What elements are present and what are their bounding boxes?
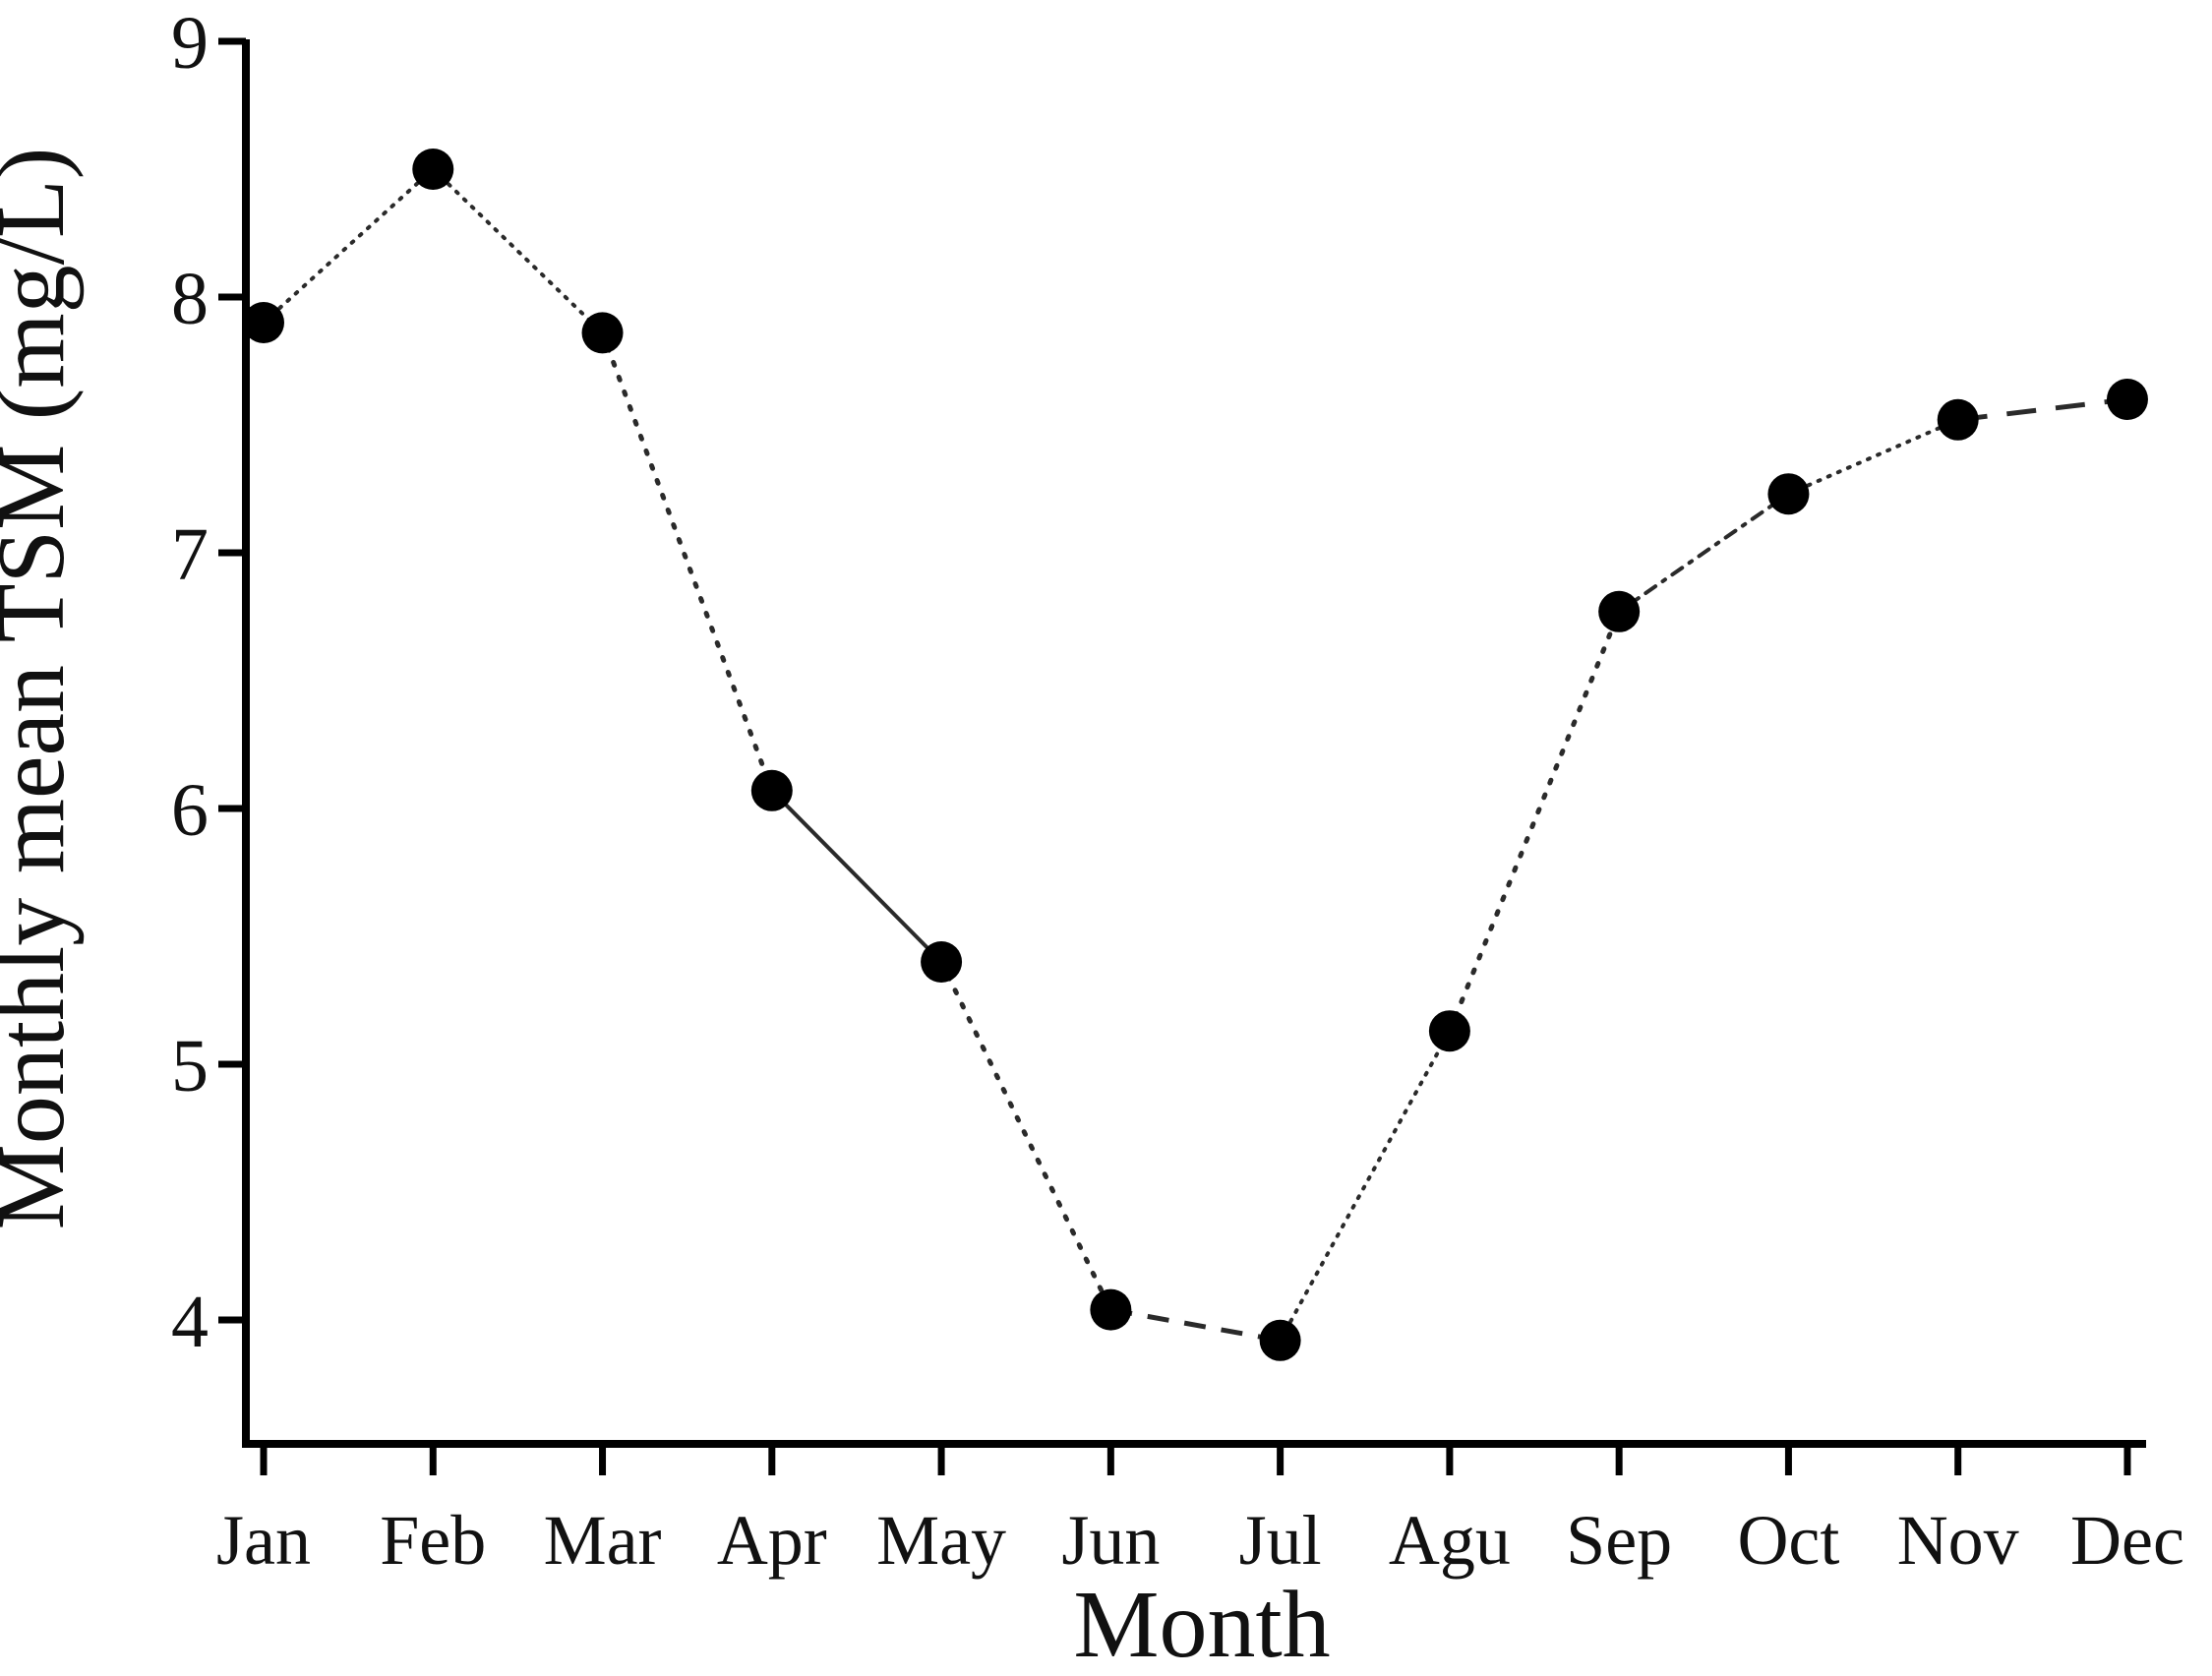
y-tick-label: 7 — [171, 513, 209, 596]
x-tick-label: Jun — [1061, 1501, 1160, 1580]
series-line-segment — [1278, 1029, 1452, 1343]
x-tick-label: Jan — [216, 1501, 311, 1580]
series-line-segment — [1447, 609, 1622, 1034]
y-axis-ticks: 4 5 6 7 8 9 — [171, 2, 246, 1363]
data-point-mar — [581, 312, 624, 354]
x-tick-label: Mar — [544, 1501, 662, 1580]
series-line-segment — [600, 329, 775, 794]
y-tick-label: 8 — [171, 258, 209, 340]
x-tick-label: Sep — [1566, 1501, 1672, 1580]
y-tick-label: 9 — [171, 2, 209, 85]
x-tick-label: Feb — [380, 1501, 486, 1580]
series-line-segment — [770, 789, 943, 964]
x-tick-label: Nov — [1897, 1501, 2019, 1580]
x-tick-label: May — [876, 1501, 1006, 1580]
y-tick-label: 4 — [171, 1281, 209, 1363]
series-line-segment — [431, 167, 605, 335]
y-tick-label: 6 — [171, 769, 209, 852]
data-point-feb — [412, 149, 454, 190]
series-line — [262, 167, 2128, 1344]
series-line-segment — [1109, 1307, 1282, 1344]
data-point-jun — [1090, 1288, 1132, 1331]
series-line-segment — [1957, 396, 2128, 423]
y-axis-title: Monthly mean TSM (mg/L) — [0, 148, 85, 1230]
series-line-segment — [262, 167, 436, 325]
x-tick-label: Dec — [2070, 1501, 2184, 1580]
x-axis-ticks: Jan Feb Mar Apr May Jun Jul Agu Sep Oct Nov Dec — [216, 1448, 2184, 1580]
data-point-jul — [1259, 1319, 1301, 1361]
x-tick-label: Oct — [1737, 1501, 1839, 1580]
data-point-apr — [750, 769, 793, 811]
series-line-segment — [938, 959, 1113, 1313]
series-markers — [243, 149, 2148, 1361]
data-point-nov — [1937, 398, 1979, 441]
series-line-segment — [1786, 417, 1960, 497]
data-point-may — [921, 941, 963, 983]
x-axis-title: Month — [1073, 1572, 1330, 1676]
data-point-dec — [2106, 379, 2148, 420]
data-point-agu — [1428, 1010, 1470, 1052]
data-point-jan — [243, 302, 284, 343]
series-line-segment — [1617, 492, 1791, 614]
y-tick-label: 5 — [171, 1025, 209, 1107]
x-tick-label: Agu — [1389, 1501, 1511, 1580]
x-tick-label: Apr — [717, 1501, 827, 1580]
x-tick-label: Jul — [1239, 1501, 1322, 1580]
data-point-sep — [1598, 590, 1641, 632]
data-point-oct — [1767, 473, 1810, 515]
